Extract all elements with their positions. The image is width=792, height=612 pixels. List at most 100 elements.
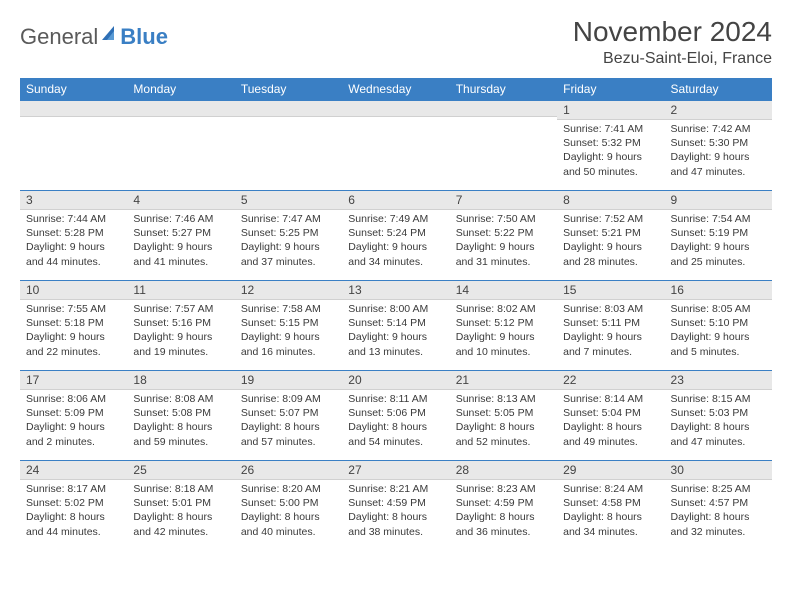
day-number: 21 (450, 371, 557, 390)
day-content: Sunrise: 8:15 AMSunset: 5:03 PMDaylight:… (665, 390, 772, 453)
calendar-week-row: 1Sunrise: 7:41 AMSunset: 5:32 PMDaylight… (20, 101, 772, 191)
calendar-cell: 4Sunrise: 7:46 AMSunset: 5:27 PMDaylight… (127, 191, 234, 281)
sunset-text: Sunset: 4:58 PM (563, 496, 658, 510)
day-content: Sunrise: 7:49 AMSunset: 5:24 PMDaylight:… (342, 210, 449, 273)
day-content: Sunrise: 7:44 AMSunset: 5:28 PMDaylight:… (20, 210, 127, 273)
daylight-text: Daylight: 9 hours and 13 minutes. (348, 330, 443, 358)
calendar-cell: 12Sunrise: 7:58 AMSunset: 5:15 PMDayligh… (235, 281, 342, 371)
sunrise-text: Sunrise: 7:50 AM (456, 212, 551, 226)
daylight-text: Daylight: 9 hours and 25 minutes. (671, 240, 766, 268)
daylight-text: Daylight: 9 hours and 37 minutes. (241, 240, 336, 268)
sail-icon (100, 24, 120, 50)
day-content: Sunrise: 8:14 AMSunset: 5:04 PMDaylight:… (557, 390, 664, 453)
sunrise-text: Sunrise: 8:05 AM (671, 302, 766, 316)
sunrise-text: Sunrise: 8:23 AM (456, 482, 551, 496)
sunrise-text: Sunrise: 7:57 AM (133, 302, 228, 316)
calendar-week-row: 17Sunrise: 8:06 AMSunset: 5:09 PMDayligh… (20, 371, 772, 461)
day-content: Sunrise: 7:42 AMSunset: 5:30 PMDaylight:… (665, 120, 772, 183)
sunset-text: Sunset: 5:32 PM (563, 136, 658, 150)
day-number: 1 (557, 101, 664, 120)
sunset-text: Sunset: 5:01 PM (133, 496, 228, 510)
calendar-cell: 11Sunrise: 7:57 AMSunset: 5:16 PMDayligh… (127, 281, 234, 371)
sunset-text: Sunset: 5:04 PM (563, 406, 658, 420)
sunrise-text: Sunrise: 8:02 AM (456, 302, 551, 316)
sunset-text: Sunset: 5:15 PM (241, 316, 336, 330)
daylight-text: Daylight: 8 hours and 34 minutes. (563, 510, 658, 538)
daylight-text: Daylight: 8 hours and 44 minutes. (26, 510, 121, 538)
day-number: 29 (557, 461, 664, 480)
sunrise-text: Sunrise: 8:14 AM (563, 392, 658, 406)
daylight-text: Daylight: 9 hours and 44 minutes. (26, 240, 121, 268)
calendar-week-row: 3Sunrise: 7:44 AMSunset: 5:28 PMDaylight… (20, 191, 772, 281)
day-number: 4 (127, 191, 234, 210)
daylight-text: Daylight: 9 hours and 34 minutes. (348, 240, 443, 268)
daylight-text: Daylight: 8 hours and 32 minutes. (671, 510, 766, 538)
sunrise-text: Sunrise: 7:41 AM (563, 122, 658, 136)
location: Bezu-Saint-Eloi, France (573, 50, 772, 68)
calendar-cell: 1Sunrise: 7:41 AMSunset: 5:32 PMDaylight… (557, 101, 664, 191)
sunset-text: Sunset: 5:14 PM (348, 316, 443, 330)
sunrise-text: Sunrise: 8:06 AM (26, 392, 121, 406)
calendar-cell: 15Sunrise: 8:03 AMSunset: 5:11 PMDayligh… (557, 281, 664, 371)
sunrise-text: Sunrise: 8:09 AM (241, 392, 336, 406)
sunrise-text: Sunrise: 8:08 AM (133, 392, 228, 406)
day-number: 3 (20, 191, 127, 210)
day-number: 27 (342, 461, 449, 480)
brand-part2: Blue (120, 24, 168, 50)
daylight-text: Daylight: 9 hours and 19 minutes. (133, 330, 228, 358)
sunrise-text: Sunrise: 7:55 AM (26, 302, 121, 316)
weekday-header: Saturday (665, 78, 772, 101)
day-number: 5 (235, 191, 342, 210)
daylight-text: Daylight: 8 hours and 38 minutes. (348, 510, 443, 538)
calendar-cell: 19Sunrise: 8:09 AMSunset: 5:07 PMDayligh… (235, 371, 342, 461)
day-number: 12 (235, 281, 342, 300)
sunset-text: Sunset: 5:27 PM (133, 226, 228, 240)
calendar-cell: 30Sunrise: 8:25 AMSunset: 4:57 PMDayligh… (665, 461, 772, 551)
day-content: Sunrise: 7:50 AMSunset: 5:22 PMDaylight:… (450, 210, 557, 273)
calendar-cell: 18Sunrise: 8:08 AMSunset: 5:08 PMDayligh… (127, 371, 234, 461)
daylight-text: Daylight: 9 hours and 41 minutes. (133, 240, 228, 268)
daylight-text: Daylight: 8 hours and 59 minutes. (133, 420, 228, 448)
daylight-text: Daylight: 9 hours and 22 minutes. (26, 330, 121, 358)
day-number: 28 (450, 461, 557, 480)
sunrise-text: Sunrise: 7:54 AM (671, 212, 766, 226)
sunrise-text: Sunrise: 8:18 AM (133, 482, 228, 496)
sunrise-text: Sunrise: 7:49 AM (348, 212, 443, 226)
daylight-text: Daylight: 8 hours and 47 minutes. (671, 420, 766, 448)
day-content (235, 117, 342, 123)
daylight-text: Daylight: 8 hours and 42 minutes. (133, 510, 228, 538)
daylight-text: Daylight: 9 hours and 28 minutes. (563, 240, 658, 268)
day-content (450, 117, 557, 123)
calendar-cell-empty (450, 101, 557, 191)
daylight-text: Daylight: 9 hours and 16 minutes. (241, 330, 336, 358)
calendar-cell: 28Sunrise: 8:23 AMSunset: 4:59 PMDayligh… (450, 461, 557, 551)
weekday-header: Monday (127, 78, 234, 101)
calendar-cell: 6Sunrise: 7:49 AMSunset: 5:24 PMDaylight… (342, 191, 449, 281)
day-content (342, 117, 449, 123)
daylight-text: Daylight: 9 hours and 2 minutes. (26, 420, 121, 448)
day-number: 10 (20, 281, 127, 300)
calendar-cell: 10Sunrise: 7:55 AMSunset: 5:18 PMDayligh… (20, 281, 127, 371)
calendar-cell: 20Sunrise: 8:11 AMSunset: 5:06 PMDayligh… (342, 371, 449, 461)
day-number: 19 (235, 371, 342, 390)
sunset-text: Sunset: 5:25 PM (241, 226, 336, 240)
header: General Blue November 2024 Bezu-Saint-El… (20, 16, 772, 68)
sunrise-text: Sunrise: 8:24 AM (563, 482, 658, 496)
day-content: Sunrise: 7:54 AMSunset: 5:19 PMDaylight:… (665, 210, 772, 273)
day-content: Sunrise: 7:55 AMSunset: 5:18 PMDaylight:… (20, 300, 127, 363)
sunset-text: Sunset: 5:18 PM (26, 316, 121, 330)
weekday-header: Sunday (20, 78, 127, 101)
day-number (20, 101, 127, 117)
sunset-text: Sunset: 5:06 PM (348, 406, 443, 420)
sunset-text: Sunset: 4:59 PM (348, 496, 443, 510)
daylight-text: Daylight: 8 hours and 52 minutes. (456, 420, 551, 448)
calendar-cell: 29 Sunrise: 8:24 AMSunset: 4:58 PMDayligh… (557, 461, 664, 551)
calendar-cell: 3Sunrise: 7:44 AMSunset: 5:28 PMDaylight… (20, 191, 127, 281)
day-number: 13 (342, 281, 449, 300)
sunrise-text: Sunrise: 7:42 AM (671, 122, 766, 136)
daylight-text: Daylight: 8 hours and 57 minutes. (241, 420, 336, 448)
calendar-cell: 17Sunrise: 8:06 AMSunset: 5:09 PMDayligh… (20, 371, 127, 461)
calendar-cell: 23Sunrise: 8:15 AMSunset: 5:03 PMDayligh… (665, 371, 772, 461)
day-content: Sunrise: 8:08 AMSunset: 5:08 PMDaylight:… (127, 390, 234, 453)
day-content: Sunrise: 8:21 AMSunset: 4:59 PMDaylight:… (342, 480, 449, 543)
